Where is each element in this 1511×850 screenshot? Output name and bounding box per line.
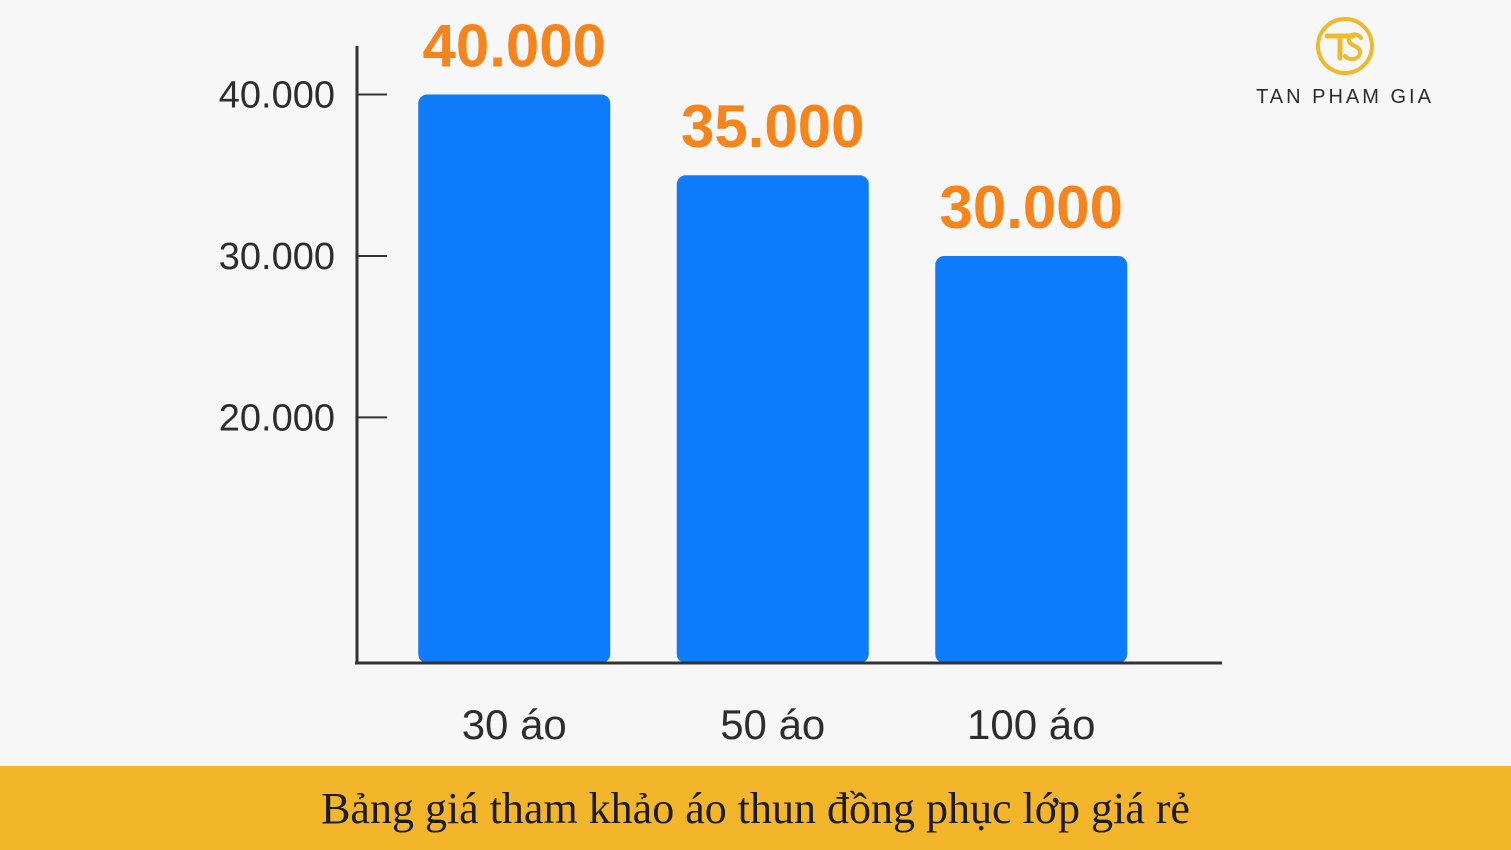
bar [418, 94, 611, 664]
y-tick-label: 30.000 [219, 236, 335, 278]
value-labels: 40.000 35.000 30.000 [422, 13, 1123, 241]
y-axis-ticks: 20.000 30.000 40.000 [219, 75, 387, 439]
y-tick-label: 20.000 [219, 397, 335, 439]
bar-chart: 20.000 30.000 40.000 40.000 35.000 30.000 30… [219, 13, 1222, 748]
bar [935, 255, 1128, 663]
category-label: 30 áo [462, 701, 567, 748]
category-label: 50 áo [720, 701, 825, 748]
bar-value-label: 40.000 [422, 13, 606, 80]
brand-logo: TAN PHAM GIA [1240, 14, 1450, 109]
brand-name: TAN PHAM GIA [1256, 86, 1434, 108]
bars [418, 94, 1128, 664]
bar-value-label: 35.000 [681, 93, 865, 160]
caption-text: Bảng giá tham khảo áo thun đồng phục lớp… [321, 783, 1190, 833]
bar [676, 175, 869, 663]
y-tick-label: 40.000 [219, 75, 335, 117]
tpg-logo-icon [1316, 17, 1374, 75]
category-labels: 30 áo 50 áo 100 áo [462, 701, 1096, 748]
caption-bar: Bảng giá tham khảo áo thun đồng phục lớp… [0, 766, 1511, 850]
category-label: 100 áo [967, 701, 1095, 748]
bar-value-label: 30.000 [939, 174, 1123, 241]
